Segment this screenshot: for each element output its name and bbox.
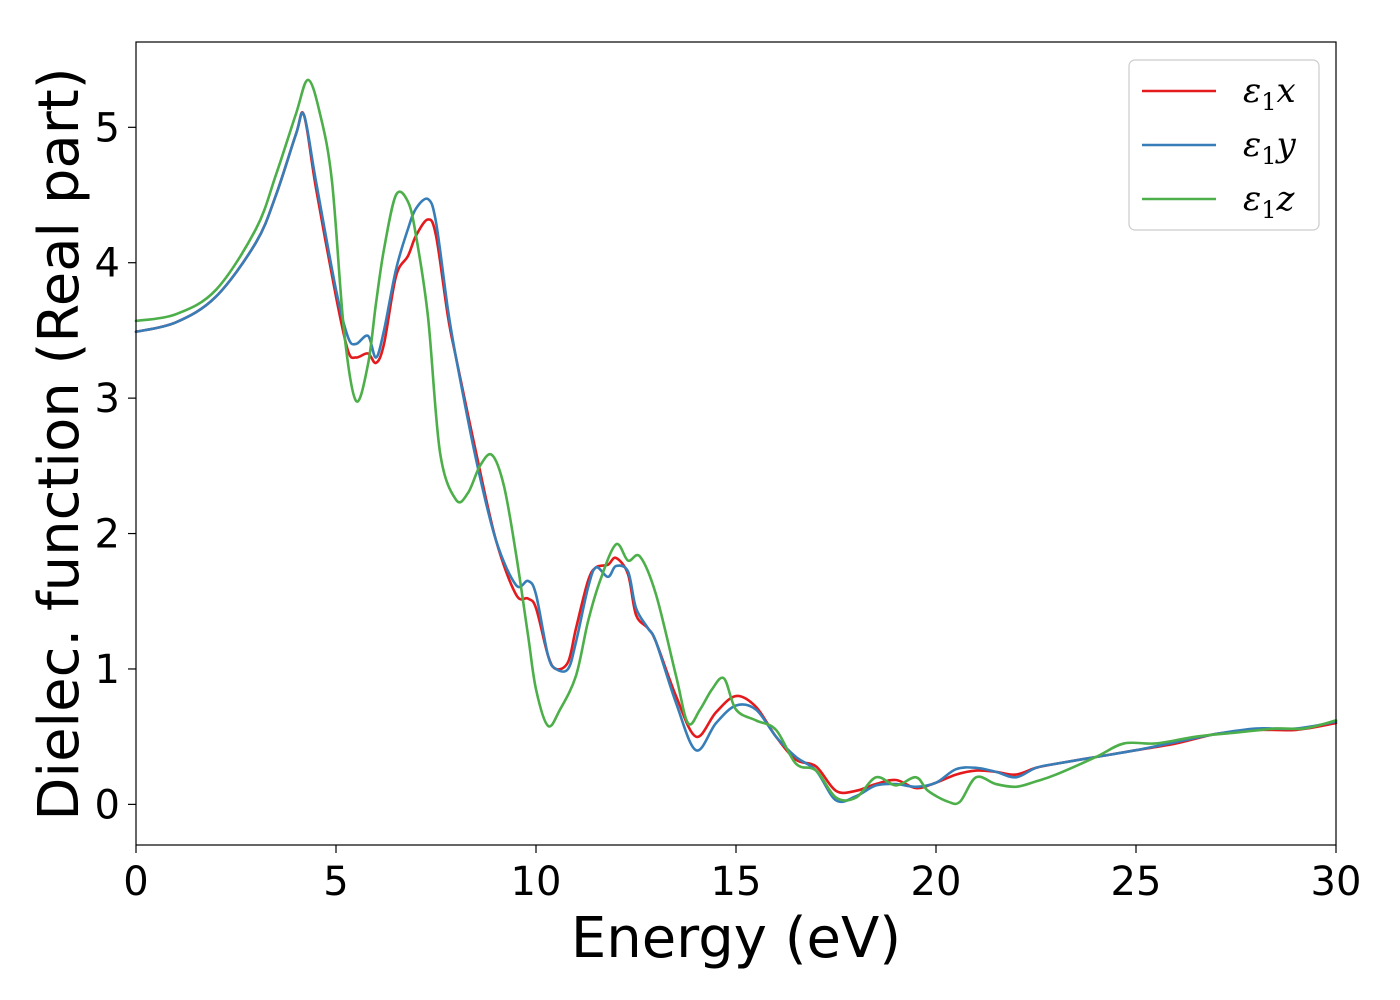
y-tick-label: 5	[95, 105, 120, 151]
x-tick-label: 20	[911, 859, 962, 905]
legend-label-main: ε	[1243, 125, 1261, 165]
series-line-x	[134, 111, 1338, 795]
legend-label-x: ε1x	[1243, 71, 1296, 116]
x-tick-label: 10	[511, 859, 562, 905]
x-axis-ticks: 0 5 10 15 20 25 30	[123, 845, 1361, 905]
legend-label-suffix: y	[1275, 125, 1297, 165]
legend-label-sub: 1	[1261, 142, 1276, 170]
x-axis-title: Energy (eV)	[571, 906, 901, 971]
legend-label-z: ε1z	[1243, 179, 1296, 224]
x-tick-label: 15	[711, 859, 762, 905]
legend-label-y: ε1y	[1243, 125, 1297, 170]
legend-label-sub: 1	[1261, 88, 1276, 116]
y-tick-label: 1	[95, 647, 120, 693]
y-tick-label: 3	[95, 376, 120, 422]
x-tick-label: 25	[1111, 859, 1162, 905]
legend-label-main: ε	[1243, 71, 1261, 111]
x-tick-label: 30	[1311, 859, 1362, 905]
y-tick-label: 0	[95, 782, 120, 828]
legend-label-sub: 1	[1261, 196, 1276, 224]
series-line-y	[134, 111, 1338, 804]
legend-frame	[1128, 59, 1320, 231]
y-tick-label: 4	[95, 241, 120, 287]
y-tick-label: 2	[95, 512, 120, 558]
x-tick-label: 0	[123, 859, 148, 905]
x-tick-label: 5	[323, 859, 348, 905]
legend-label-suffix: z	[1276, 179, 1296, 219]
series-line-z	[134, 78, 1338, 806]
legend-label-suffix: x	[1277, 71, 1296, 111]
y-axis-ticks: 0 1 2 3 4 5	[95, 105, 136, 828]
legend-label-main: ε	[1243, 179, 1261, 219]
series-layer	[134, 78, 1338, 806]
y-axis-title: Dielec. function (Real part)	[27, 67, 92, 820]
